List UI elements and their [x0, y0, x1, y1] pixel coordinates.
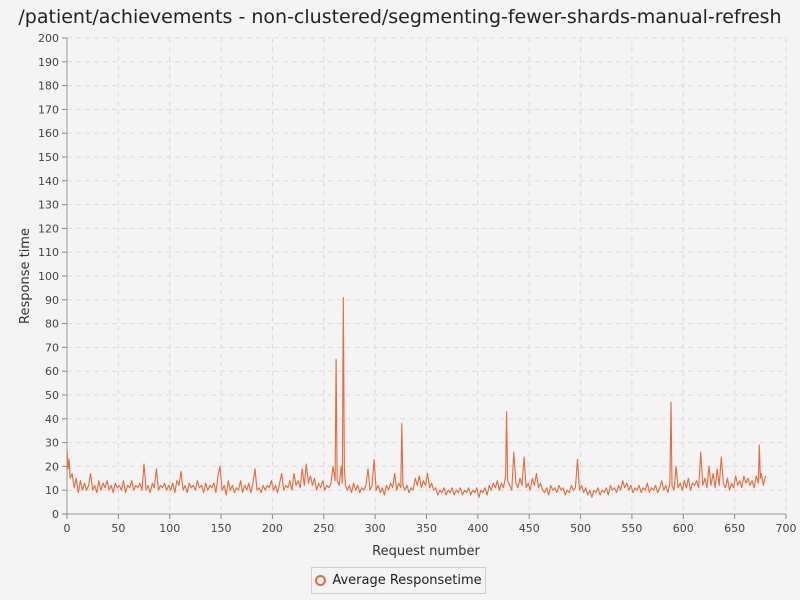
y-tick-label: 160 — [38, 127, 59, 140]
x-tick-label: 450 — [519, 522, 540, 535]
y-tick-label: 80 — [45, 318, 59, 331]
legend-label: Average Responsetime — [332, 573, 482, 588]
y-tick-label: 130 — [38, 199, 59, 212]
series-line — [66, 296, 767, 498]
legend: Average Responsetime — [311, 567, 486, 594]
axes: 0 10 20 30 40 50 60 70 80 90 100 110 120 130 140 150 160… — [38, 32, 797, 535]
x-tick-label: 700 — [776, 522, 797, 535]
x-tick-label: 400 — [467, 522, 488, 535]
x-tick-label: 550 — [621, 522, 642, 535]
y-tick-label: 150 — [38, 151, 59, 164]
y-tick-label: 190 — [38, 56, 59, 69]
x-tick-label: 350 — [416, 522, 437, 535]
y-tick-label: 170 — [38, 103, 59, 116]
x-tick-label: 600 — [673, 522, 694, 535]
legend-marker-icon — [315, 575, 327, 586]
x-tick-label: 300 — [365, 522, 386, 535]
series-layer — [66, 296, 767, 498]
y-tick-label: 140 — [38, 175, 59, 188]
x-tick-label: 50 — [111, 522, 125, 535]
y-tick-label: 180 — [38, 80, 59, 93]
y-tick-label: 20 — [45, 460, 59, 473]
chart-title: /patient/achievements - non-clustered/se… — [18, 6, 782, 28]
x-tick-label: 500 — [570, 522, 591, 535]
y-tick-label: 70 — [45, 341, 59, 354]
y-axis-label: Response time — [18, 228, 33, 324]
x-axis-label: Request number — [372, 544, 480, 559]
y-tick-label: 0 — [52, 508, 59, 521]
y-tick-label: 110 — [38, 246, 59, 259]
x-tick-label: 250 — [313, 522, 334, 535]
y-tick-label: 200 — [38, 32, 59, 45]
y-tick-label: 120 — [38, 222, 59, 235]
x-tick-label: 100 — [159, 522, 180, 535]
y-tick-label: 60 — [45, 365, 59, 378]
y-tick-label: 40 — [45, 413, 59, 426]
x-tick-label: 0 — [64, 522, 71, 535]
y-tick-label: 100 — [38, 270, 59, 283]
x-tick-label: 150 — [211, 522, 232, 535]
y-tick-label: 90 — [45, 294, 59, 307]
grid-lines — [67, 37, 787, 514]
y-tick-label: 50 — [45, 389, 59, 402]
y-tick-label: 30 — [45, 437, 59, 450]
y-tick-label: 10 — [45, 484, 59, 497]
x-tick-label: 650 — [724, 522, 745, 535]
x-tick-label: 200 — [262, 522, 283, 535]
